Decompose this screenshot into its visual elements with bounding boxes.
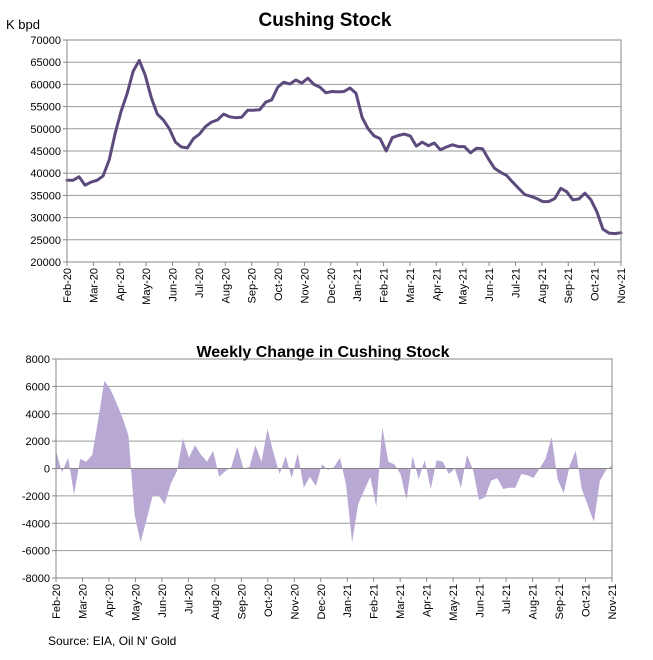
x-tick-label: Dec-20 bbox=[326, 268, 338, 303]
y-tick-label: -8000 bbox=[22, 573, 50, 585]
x-tick-label: Mar-21 bbox=[395, 584, 407, 619]
y-tick-label: 65000 bbox=[30, 57, 61, 69]
x-tick-label: Mar-20 bbox=[88, 268, 100, 303]
y-tick-label: 4000 bbox=[26, 409, 50, 421]
x-tick-label: Sep-21 bbox=[563, 268, 575, 303]
x-tick-label: Jul-21 bbox=[510, 268, 522, 298]
chart-title: Weekly Change in Cushing Stock bbox=[196, 344, 449, 361]
x-tick-label: Feb-21 bbox=[369, 584, 381, 619]
x-tick-label: Jun-20 bbox=[168, 268, 180, 302]
y-tick-label: 70000 bbox=[30, 35, 61, 47]
y-tick-label: 35000 bbox=[30, 190, 61, 202]
x-tick-label: Sep-20 bbox=[247, 268, 259, 303]
y-tick-label: 60000 bbox=[30, 79, 61, 91]
y-tick-label: 45000 bbox=[30, 146, 61, 158]
x-tick-label: Oct-21 bbox=[590, 268, 602, 301]
x-tick-label: Dec-20 bbox=[316, 584, 328, 619]
y-tick-label: 20000 bbox=[30, 257, 61, 269]
y-tick-label: 30000 bbox=[30, 213, 61, 225]
cushing-stock-chart: Cushing Stock K bpd 20000 25000 30000 35000… bbox=[6, 10, 628, 305]
y-tick-label: 8000 bbox=[26, 354, 50, 366]
x-tick-label: Nov-20 bbox=[289, 584, 301, 619]
x-tick-label: Apr-20 bbox=[104, 584, 116, 617]
x-tick-label: Oct-21 bbox=[581, 584, 593, 617]
x-tick-label: Jun-21 bbox=[475, 584, 487, 618]
cushing-stock-series-line bbox=[65, 58, 623, 236]
x-tick-label: Apr-20 bbox=[115, 268, 127, 301]
y-tick-label: 6000 bbox=[26, 381, 50, 393]
y-tick-label: 0 bbox=[44, 464, 50, 476]
x-tick-label: Aug-21 bbox=[537, 268, 549, 303]
x-tick-label: Jul-20 bbox=[183, 584, 195, 614]
x-tick-label: May-21 bbox=[448, 584, 460, 621]
x-tick-label: Oct-20 bbox=[273, 268, 285, 301]
x-tick-label: May-20 bbox=[141, 268, 153, 305]
y-tick-label: 55000 bbox=[30, 102, 61, 114]
x-tick-label: Oct-20 bbox=[263, 584, 275, 617]
plot-frame bbox=[66, 39, 622, 263]
x-tick-label: Jul-20 bbox=[194, 268, 206, 298]
x-tick-label: Feb-20 bbox=[51, 584, 63, 619]
x-tick-label: Mar-20 bbox=[77, 584, 89, 619]
y-tick-label: 40000 bbox=[30, 168, 61, 180]
y-tick-label: -2000 bbox=[22, 491, 50, 503]
x-tick-label: Mar-21 bbox=[405, 268, 417, 303]
x-tick-label: Sep-21 bbox=[554, 584, 566, 619]
x-tick-label: Feb-20 bbox=[62, 268, 74, 303]
x-tick-label: Jan-21 bbox=[342, 584, 354, 618]
x-tick-label: Jun-21 bbox=[484, 268, 496, 302]
y-tick-label: 2000 bbox=[26, 436, 50, 448]
source-note: Source: EIA, Oil N' Gold bbox=[48, 634, 177, 648]
x-tick-label: Feb-21 bbox=[379, 268, 391, 303]
y-tick-label: 25000 bbox=[30, 235, 61, 247]
x-tick-label: Apr-21 bbox=[431, 268, 443, 301]
chart-title: Cushing Stock bbox=[258, 10, 391, 31]
y-tick-label: 50000 bbox=[30, 124, 61, 136]
plot-frame bbox=[55, 358, 613, 579]
y-tick-label: -6000 bbox=[22, 546, 50, 558]
y-axis-label: K bpd bbox=[6, 17, 40, 32]
x-tick-label: Jul-21 bbox=[501, 584, 513, 614]
x-tick-label: Jun-20 bbox=[157, 584, 169, 618]
x-tick-label: Aug-20 bbox=[220, 268, 232, 303]
x-tick-label: Nov-21 bbox=[616, 268, 628, 303]
x-tick-label: Nov-20 bbox=[299, 268, 311, 303]
x-tick-label: Aug-20 bbox=[210, 584, 222, 619]
x-tick-label: Jan-21 bbox=[352, 268, 364, 302]
x-tick-label: May-21 bbox=[458, 268, 470, 305]
x-tick-label: Aug-21 bbox=[528, 584, 540, 619]
x-tick-label: Nov-21 bbox=[607, 584, 619, 619]
x-tick-label: Apr-21 bbox=[422, 584, 434, 617]
x-tick-label: May-20 bbox=[130, 584, 142, 621]
weekly-change-series-area bbox=[56, 380, 612, 543]
x-tick-label: Sep-20 bbox=[236, 584, 248, 619]
y-tick-label: -4000 bbox=[22, 518, 50, 530]
weekly-change-chart: Weekly Change in Cushing Stock -8000 -600… bbox=[22, 344, 619, 621]
